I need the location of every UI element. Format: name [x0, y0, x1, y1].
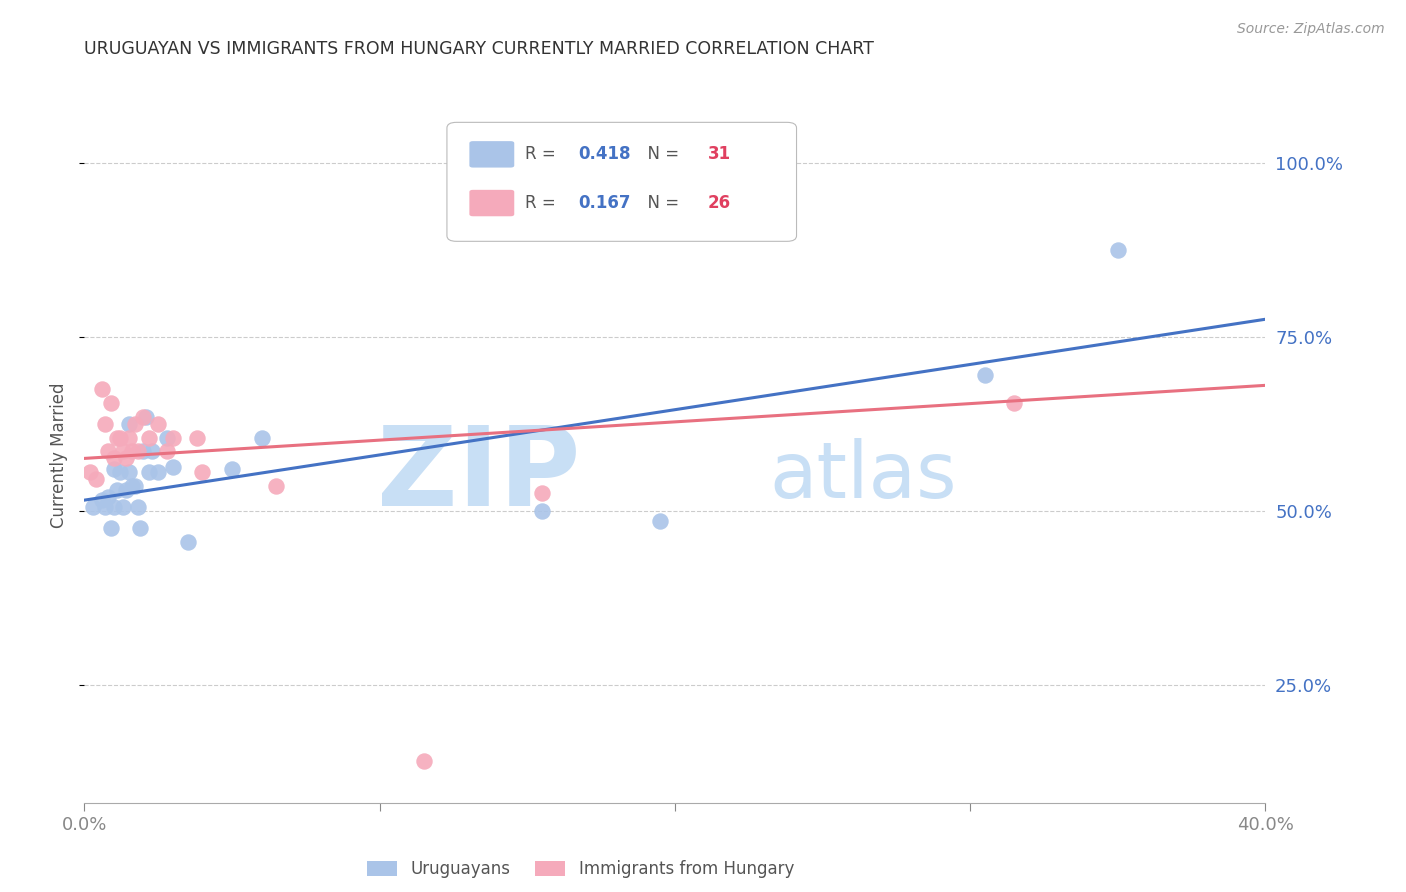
FancyBboxPatch shape: [447, 122, 797, 242]
Point: [132, 444, 155, 458]
Point: [82, 500, 104, 514]
Point: [108, 466, 131, 480]
Point: [111, 500, 134, 514]
Point: [141, 444, 163, 458]
Point: [79, 466, 101, 480]
Point: [118, 417, 141, 431]
Point: [250, 431, 273, 445]
Point: [156, 444, 179, 458]
Point: [91, 493, 114, 508]
Text: ZIP: ZIP: [377, 422, 581, 529]
Point: [91, 382, 114, 396]
Point: [118, 431, 141, 445]
Point: [132, 409, 155, 424]
Point: [186, 431, 208, 445]
Point: [413, 754, 436, 768]
Point: [162, 431, 184, 445]
FancyBboxPatch shape: [470, 190, 515, 216]
Text: R =: R =: [524, 145, 561, 163]
Point: [530, 486, 553, 500]
Text: URUGUAYAN VS IMMIGRANTS FROM HUNGARY CURRENTLY MARRIED CORRELATION CHART: URUGUAYAN VS IMMIGRANTS FROM HUNGARY CUR…: [84, 40, 875, 58]
Point: [1107, 243, 1129, 257]
Point: [94, 500, 117, 514]
Text: 26: 26: [709, 194, 731, 212]
Point: [162, 460, 184, 475]
Text: N =: N =: [637, 194, 685, 212]
Text: 31: 31: [709, 145, 731, 163]
Point: [108, 431, 131, 445]
Point: [191, 466, 214, 480]
Point: [100, 521, 122, 535]
Point: [138, 466, 160, 480]
Point: [221, 462, 243, 476]
Point: [103, 451, 125, 466]
Point: [973, 368, 995, 382]
Point: [105, 431, 128, 445]
Point: [127, 444, 149, 458]
Point: [111, 444, 134, 458]
Point: [648, 514, 672, 528]
Point: [114, 451, 136, 466]
Point: [100, 396, 122, 410]
Point: [114, 483, 136, 497]
Point: [124, 479, 146, 493]
Point: [124, 417, 146, 431]
Point: [177, 534, 200, 549]
Point: [127, 500, 149, 514]
Point: [121, 479, 143, 493]
Point: [97, 490, 120, 504]
Point: [94, 417, 117, 431]
Point: [148, 466, 170, 480]
Point: [1004, 396, 1026, 410]
Point: [156, 431, 179, 445]
Point: [97, 444, 120, 458]
Point: [103, 500, 125, 514]
Text: 0.418: 0.418: [578, 145, 630, 163]
Legend: Uruguayans, Immigrants from Hungary: Uruguayans, Immigrants from Hungary: [360, 854, 800, 885]
Point: [264, 479, 288, 493]
Text: 0.167: 0.167: [578, 194, 630, 212]
Text: atlas: atlas: [769, 438, 957, 514]
Point: [138, 431, 160, 445]
Point: [129, 521, 152, 535]
Point: [135, 409, 157, 424]
Text: R =: R =: [524, 194, 561, 212]
Point: [121, 444, 143, 458]
Text: Source: ZipAtlas.com: Source: ZipAtlas.com: [1237, 22, 1385, 37]
Point: [148, 417, 170, 431]
Point: [105, 483, 128, 497]
Point: [84, 472, 107, 486]
Text: N =: N =: [637, 145, 685, 163]
FancyBboxPatch shape: [470, 141, 515, 168]
Point: [103, 462, 125, 476]
Point: [530, 503, 553, 517]
Y-axis label: Currently Married: Currently Married: [51, 382, 69, 528]
Point: [118, 466, 141, 480]
